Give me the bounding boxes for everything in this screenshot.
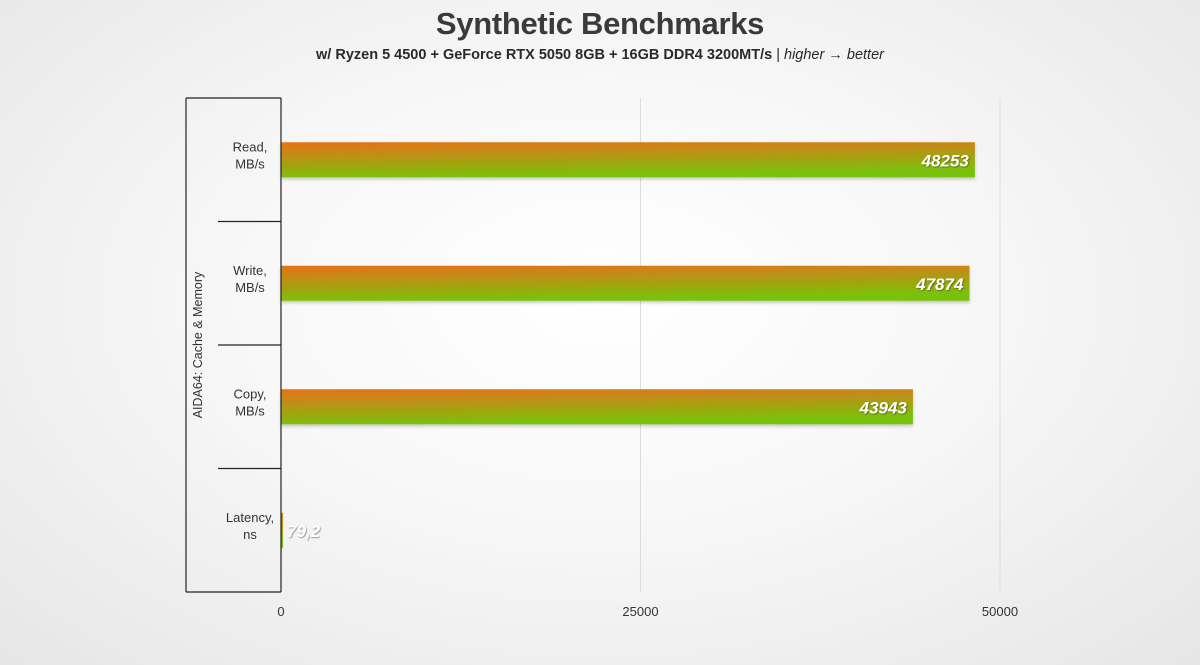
category-label: Latency, ns xyxy=(226,510,274,542)
category-label-line: Read, xyxy=(233,139,268,154)
bar xyxy=(281,512,283,548)
bar xyxy=(281,265,970,301)
category-label-line: ns xyxy=(243,527,257,542)
bar-value-label: 47874 xyxy=(915,275,964,294)
chart-subtitle: w/ Ryzen 5 4500 + GeForce RTX 5050 8GB +… xyxy=(0,47,1200,63)
grid-layer xyxy=(640,98,1001,592)
bar xyxy=(281,389,913,425)
group-label: AIDA64: Cache & Memory xyxy=(191,271,205,418)
bar-value-label: 79,2 xyxy=(287,522,321,541)
category-label-line: MB/s xyxy=(235,280,265,295)
bar-value-label: 43943 xyxy=(859,398,908,417)
x-tick-label: 0 xyxy=(277,604,284,619)
bars-layer: 48253 47874 43943 79,2 xyxy=(281,142,975,548)
category-label: Write, MB/s xyxy=(233,263,267,295)
bar xyxy=(281,142,975,178)
category-label-line: MB/s xyxy=(235,403,265,418)
bar-value-label: 48253 xyxy=(921,151,970,170)
category-label-line: MB/s xyxy=(235,156,265,171)
x-tick-label: 25000 xyxy=(622,604,658,619)
category-label: Copy, MB/s xyxy=(234,386,267,418)
category-label: Read, MB/s xyxy=(233,139,268,171)
category-label-line: Latency, xyxy=(226,510,274,525)
chart-title: Synthetic Benchmarks xyxy=(435,6,765,41)
category-label-line: Write, xyxy=(233,263,267,278)
subtitle-separator: | xyxy=(776,47,780,63)
subtitle-main: w/ Ryzen 5 4500 + GeForce RTX 5050 8GB +… xyxy=(316,47,773,63)
axis-layer: 0 25000 50000 Read, MB/s Write, MB/s Copy, MB/s L… xyxy=(185,97,1018,619)
x-tick-label: 50000 xyxy=(982,604,1018,619)
subtitle-note: higher → better xyxy=(784,47,884,63)
category-label-line: Copy, xyxy=(234,386,267,401)
